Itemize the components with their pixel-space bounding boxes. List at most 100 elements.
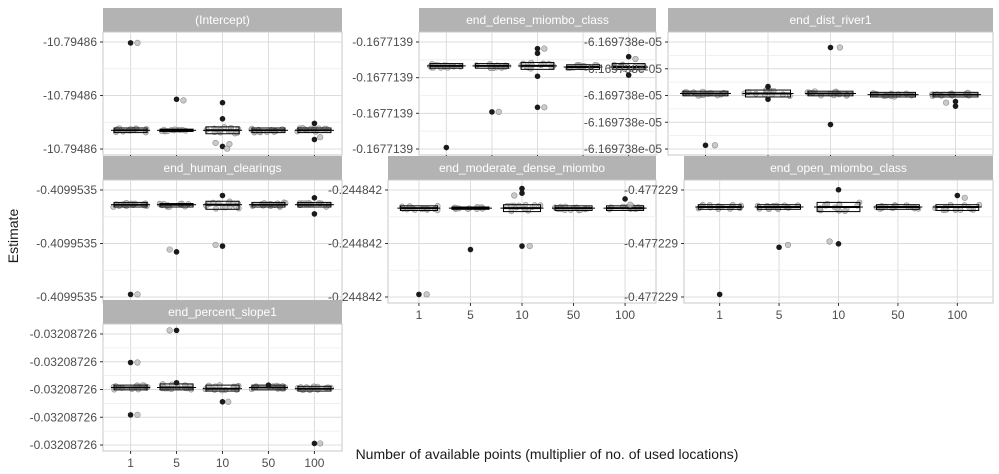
outlier-point: [625, 53, 632, 60]
jitter-point-outlier: [495, 108, 502, 115]
x-axis-label: Number of available points (multiplier o…: [356, 446, 739, 462]
outlier-point: [835, 241, 842, 247]
jitter-point-outlier: [223, 145, 231, 152]
outlier-point: [534, 45, 541, 52]
facet-panel: end_moderate_dense_miombo -0.244842 -0.244…: [328, 156, 657, 322]
outlier-point: [311, 440, 318, 447]
outlier-point: [127, 359, 134, 366]
outlier-point: [173, 379, 180, 386]
outlier-point: [765, 83, 771, 90]
y-tick-label: -10.79486: [43, 35, 97, 49]
jitter-point-outlier: [541, 45, 548, 52]
y-axis-label: Estimate: [5, 209, 21, 264]
outlier-point: [311, 195, 318, 201]
facet-title: end_moderate_dense_miombo: [439, 161, 605, 175]
x-tick-label: 100: [615, 308, 635, 322]
y-tick-label: -6.169738e-05: [584, 142, 662, 156]
outlier-point: [127, 291, 134, 298]
x-tick-label: 10: [515, 308, 529, 322]
y-tick-label: -0.244842: [328, 183, 382, 197]
jitter-point-outlier: [225, 398, 232, 405]
y-tick-label: -10.79486: [43, 142, 97, 156]
x-tick-label: 10: [216, 456, 230, 469]
y-tick-label: -0.4099535: [36, 290, 97, 304]
x-tick-label: 1: [127, 456, 134, 469]
y-tick-label: -0.4099535: [36, 183, 97, 197]
jitter-point-outlier: [541, 104, 548, 111]
outlier-point: [827, 44, 834, 51]
outlier-point: [625, 72, 632, 78]
outlier-point: [416, 291, 422, 298]
y-tick-label: -0.03208726: [30, 327, 98, 341]
facet-panel: (Intercept)-10.79486-10.79486-10.7948615…: [43, 8, 343, 174]
outlier-point: [173, 327, 180, 334]
facet-title: (Intercept): [195, 13, 250, 27]
facet-panel: end_dense_miombo_class -0.1677139 -0.16771…: [352, 8, 657, 174]
outlier-point: [519, 185, 525, 192]
outlier-point: [519, 190, 525, 196]
x-tick-label: 5: [173, 456, 180, 469]
y-tick-label: -6.169738e-05: [584, 62, 662, 76]
outlier-point: [311, 120, 318, 127]
jitter-point-outlier: [134, 291, 141, 298]
outlier-point: [219, 143, 226, 150]
jitter-point: [168, 381, 175, 388]
facet-panel: end_dist_river1 -6.169738e-05 -6.169738e-0…: [584, 8, 994, 174]
x-tick-label: 100: [304, 456, 324, 469]
jitter-point: [213, 205, 219, 212]
y-tick-label: -0.1677139: [352, 106, 413, 120]
jitter-point-outlier: [784, 241, 792, 249]
jitter-point-outlier: [166, 327, 173, 334]
facet-strip: [103, 156, 342, 180]
jitter-point-outlier: [632, 55, 639, 63]
x-tick-label: 50: [567, 308, 581, 322]
x-tick-label: 1: [716, 308, 723, 322]
outlier-point: [716, 291, 723, 298]
facet-title: end_open_miombo_class: [770, 161, 907, 175]
outlier-point: [219, 243, 226, 249]
y-tick-label: -6.169738e-05: [584, 35, 662, 49]
facet-strip: [684, 156, 993, 180]
y-tick-label: -6.169738e-05: [584, 115, 662, 129]
y-tick-label: -0.477229: [624, 237, 678, 251]
y-tick-label: -0.244842: [328, 237, 382, 251]
jitter-point-outlier: [423, 291, 430, 298]
jitter-point-outlier: [961, 194, 968, 201]
jitter-point: [842, 208, 848, 214]
y-tick-label: -0.1677139: [352, 71, 413, 85]
jitter-point-outlier: [166, 246, 173, 253]
outlier-point: [954, 192, 961, 199]
y-tick-label: -0.477229: [624, 183, 678, 197]
outlier-point: [534, 73, 541, 80]
outlier-point: [622, 196, 628, 202]
facet-panel: end_percent_slope1 -0.03208726 -0.03208726…: [30, 300, 343, 470]
jitter-point-outlier: [317, 134, 324, 141]
y-tick-label: -0.477229: [624, 290, 678, 304]
outlier-point: [311, 211, 318, 217]
facet-title: end_dense_miombo_class: [466, 13, 609, 27]
y-tick-label: -0.03208726: [30, 383, 98, 397]
outlier-point: [443, 144, 450, 151]
panels-group: (Intercept) -10.79486 -10.79486 -10.79486 1 5…: [30, 8, 994, 470]
facet-strip: [103, 300, 342, 324]
outlier-point: [489, 109, 495, 115]
jitter-point-outlier: [134, 359, 141, 366]
outlier-point: [219, 192, 226, 199]
jitter-point-outlier: [134, 411, 141, 418]
facet-title: end_percent_slope1: [168, 305, 277, 319]
outlier-point: [776, 244, 782, 251]
jitter-point-outlier: [836, 44, 843, 51]
jitter-point-outlier: [317, 440, 324, 447]
outlier-point: [219, 116, 226, 122]
jitter-point: [942, 207, 949, 213]
jitter-point-outlier: [826, 238, 833, 245]
jitter-point-outlier: [943, 99, 950, 106]
jitter-point-outlier: [526, 243, 533, 250]
outlier-point: [519, 243, 525, 249]
outlier-point: [952, 103, 959, 109]
jitter-point-outlier: [212, 139, 219, 147]
y-tick-label: -6.169738e-05: [584, 89, 662, 103]
outlier-point: [173, 96, 180, 103]
y-tick-label: -0.1677139: [352, 35, 413, 49]
